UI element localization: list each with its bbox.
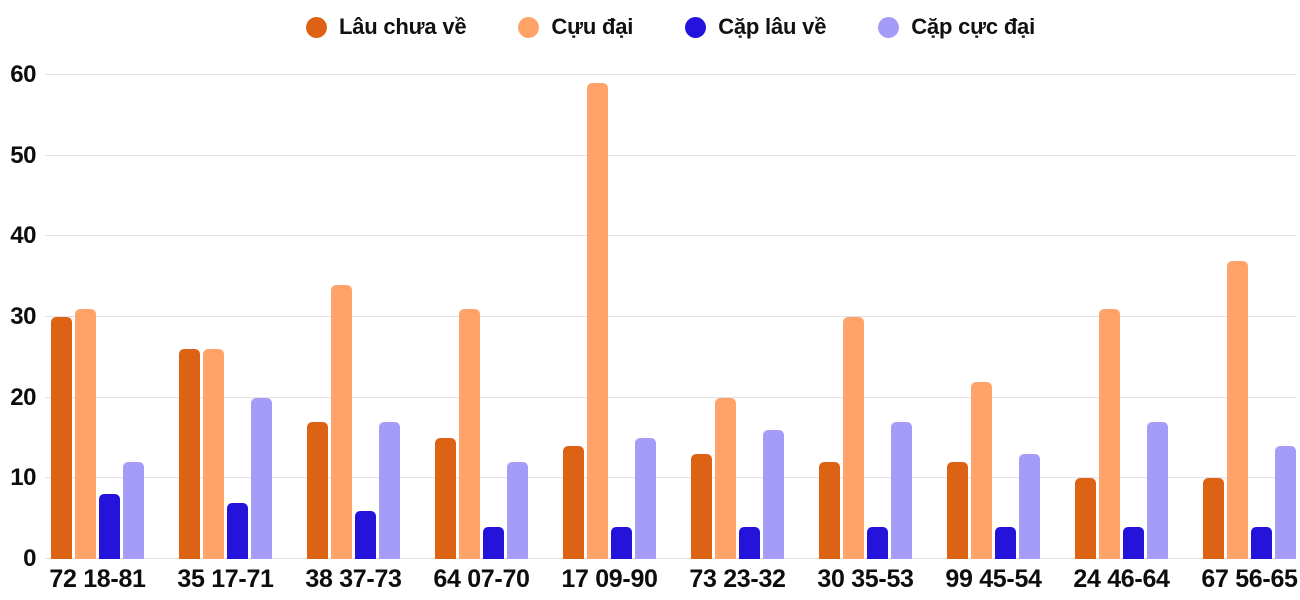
y-axis-tick-label: 0 [23,545,36,572]
bar [1019,454,1040,559]
y-axis-tick-label: 10 [10,464,36,492]
bar [331,285,352,559]
bar [75,309,96,559]
y-axis-tick-label: 60 [10,61,36,88]
gridline [45,154,1296,156]
y-axis-tick-label: 40 [10,222,36,250]
legend-label: Cặp lâu về [718,14,827,39]
bar-group [51,75,144,559]
bar [507,462,528,559]
bar [99,494,120,559]
bar [715,398,736,559]
bar [51,317,72,559]
gridline [45,477,1296,479]
bar [355,511,376,559]
x-axis-tick-label: 17 09-90 [561,565,658,593]
bar-group [1075,75,1168,559]
bar-group [1203,75,1296,559]
bar [1203,478,1224,559]
x-axis-tick-label: 73 23-32 [689,565,786,593]
legend-item[interactable]: Cựu đại [518,14,633,40]
bar [843,317,864,559]
gridline [45,74,1296,75]
x-axis-tick-label: 30 35-53 [817,565,914,593]
legend-label: Cựu đại [551,14,634,39]
legend-item[interactable]: Cặp lâu về [685,14,826,40]
x-axis-tick-label: 67 56-65 [1201,565,1298,593]
bar-group [819,75,912,559]
gridline [45,558,1296,559]
gridline [45,316,1296,317]
legend-swatch-icon [305,16,327,38]
bar [971,382,992,559]
bar-group [947,75,1040,559]
bar [611,527,632,559]
bar-group [179,75,272,559]
y-axis-tick-label: 50 [10,141,36,169]
bar [867,527,888,559]
bar-group [563,75,656,559]
bar [1251,527,1272,559]
legend-item[interactable]: Cặp cực đại [878,14,1035,40]
bar [435,438,456,559]
bar [203,349,224,559]
bar [1147,422,1168,559]
plot-area [45,74,1296,559]
bar [635,438,656,559]
bar [1275,446,1296,559]
gridline [45,235,1296,237]
bar [1123,527,1144,559]
y-axis-tick-label: 20 [10,383,36,411]
x-axis-tick-label: 99 45-54 [945,565,1042,593]
x-axis-tick-label: 72 18-81 [49,565,146,593]
legend: Lâu chưa về Cựu đại Cặp lâu về Cặp cực đại [45,10,1296,44]
x-axis-tick-label: 24 46-64 [1073,565,1170,593]
bar [123,462,144,559]
bar [819,462,840,559]
bar [995,527,1016,559]
x-axis-tick-label: 64 07-70 [433,565,530,593]
legend-label: Cặp cực đại [911,14,1036,39]
legend-label: Lâu chưa về [338,14,467,39]
bar-group [435,75,528,559]
legend-item[interactable]: Lâu chưa về [305,14,467,40]
bar [891,422,912,559]
bar [739,527,760,559]
legend-swatch-icon [518,16,540,38]
x-axis-tick-label: 38 37-73 [305,565,402,593]
bar [691,454,712,559]
bar [1099,309,1120,559]
bar [587,83,608,559]
bar-group [691,75,784,559]
bar [763,430,784,559]
bar [179,349,200,559]
y-axis-tick-label: 30 [10,303,36,330]
gridline [45,396,1296,398]
bar [563,446,584,559]
bar [483,527,504,559]
bar [379,422,400,559]
legend-swatch-icon [685,16,707,38]
bar [251,398,272,559]
bar [947,462,968,559]
legend-swatch-icon [878,16,900,38]
x-axis-tick-label: 35 17-71 [177,565,274,593]
bar [227,503,248,559]
bar [1227,261,1248,559]
bar [307,422,328,559]
bar [1075,478,1096,559]
bar [459,309,480,559]
bar-group [307,75,400,559]
